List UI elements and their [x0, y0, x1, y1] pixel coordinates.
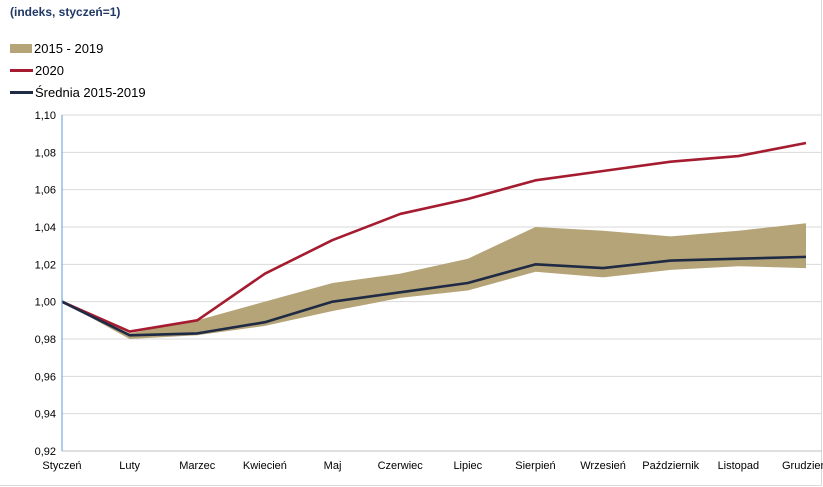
y-tick-label: 0,98	[35, 334, 56, 346]
x-tick-label: Maj	[324, 460, 342, 472]
y-tick-label: 1,06	[35, 185, 56, 197]
y-tick-label: 1,02	[35, 259, 56, 271]
x-tick-label: Lipiec	[453, 460, 482, 472]
x-tick-label: Kwiecień	[243, 460, 287, 472]
x-tick-label: Czerwiec	[378, 460, 424, 472]
series-layer	[61, 141, 807, 337]
x-tick-label: Sierpień	[515, 460, 555, 472]
legend-label-2020: 2020	[35, 62, 64, 78]
legend-swatch-band	[10, 43, 32, 53]
legend-swatch-average	[10, 90, 33, 94]
legend-label-average: Średnia 2015-2019	[35, 84, 146, 100]
axes: 0,92 0,94 0,96 0,98 1,00 1,02 1,04 1,06 1,08 1,10…	[35, 110, 823, 472]
y-tick-label: 0,92	[35, 446, 56, 458]
x-tick-label: Marzec	[179, 460, 216, 472]
y-tick-label: 1,10	[35, 110, 56, 122]
x-tick-label: Listopad	[718, 460, 760, 472]
legend-item-average: Średnia 2015-2019	[10, 83, 146, 101]
x-tick-label: Grudzień	[782, 460, 823, 472]
chart-subtitle: (indeks, styczeń=1)	[10, 5, 121, 19]
y-tick-label: 1,00	[35, 297, 56, 309]
legend-swatch-2020	[10, 68, 33, 72]
y-tick-label: 0,96	[35, 371, 56, 383]
legend-item-band: 2015 - 2019	[10, 39, 103, 57]
x-tick-label: Styczeń	[42, 460, 81, 472]
y-tick-label: 1,04	[35, 222, 56, 234]
legend-label-band: 2015 - 2019	[34, 40, 104, 56]
y-tick-label: 1,08	[35, 147, 56, 159]
series-line-average	[61, 255, 807, 337]
y-tick-label: 0,94	[35, 409, 56, 421]
band-area-2015-2019	[62, 223, 806, 339]
x-tick-label: Wrzesień	[580, 460, 626, 472]
x-tick-label: Październik	[642, 460, 699, 472]
band-layer	[62, 223, 806, 339]
series-line-2020	[61, 141, 807, 333]
legend-item-2020: 2020	[10, 61, 64, 79]
x-tick-label: Luty	[119, 460, 140, 472]
